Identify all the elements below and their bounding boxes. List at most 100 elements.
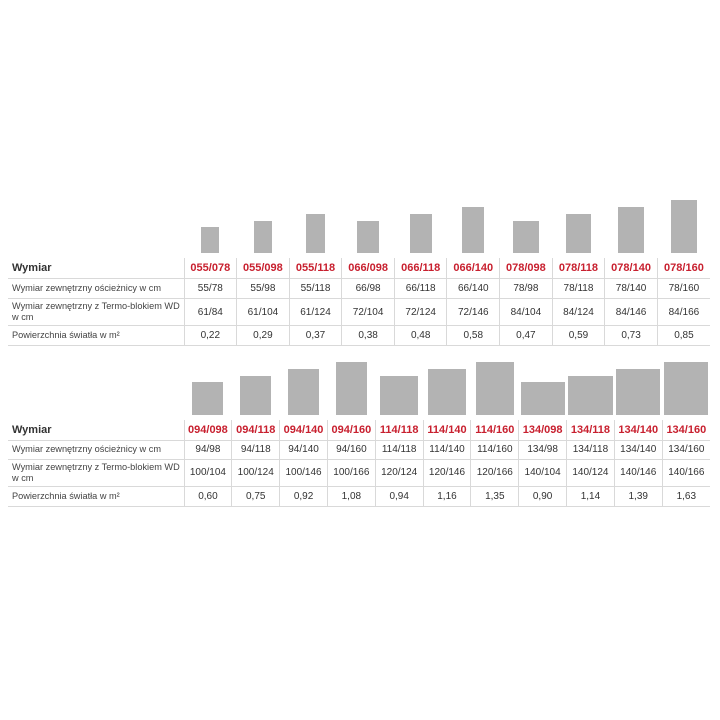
outer-value: 134/118	[566, 440, 615, 460]
size-code: 078/140	[604, 258, 658, 279]
row-label-thermo: Wymiar zewnętrzny z Termo-blokiem WD w c…	[8, 459, 185, 487]
window-shape-cell	[375, 362, 423, 420]
window-shape	[409, 214, 432, 253]
thermo-value: 140/104	[518, 459, 567, 487]
thermo-value: 100/166	[326, 459, 376, 487]
window-shape-cell	[289, 200, 342, 258]
size-code: 114/140	[422, 419, 471, 441]
thermo-value: 72/124	[393, 298, 447, 326]
thermo-value: 72/146	[446, 298, 500, 326]
table-title: Wymiar	[8, 419, 185, 441]
outer-value: 55/98	[236, 278, 290, 299]
thermo-value: 61/124	[288, 298, 342, 326]
window-shape-cell	[237, 200, 290, 258]
window-shape	[335, 362, 367, 415]
size-code: 134/140	[613, 419, 663, 441]
size-code: 078/160	[656, 258, 710, 279]
size-code: 094/098	[183, 419, 232, 441]
outer-value: 114/118	[374, 440, 424, 460]
area-value: 0,90	[518, 486, 567, 507]
area-value: 0,60	[183, 486, 232, 507]
outer-value: 66/140	[446, 278, 500, 299]
outer-value: 78/118	[551, 278, 605, 299]
window-shape-cell	[567, 362, 615, 420]
thermo-value: 100/124	[231, 459, 280, 487]
shape-spacer	[8, 200, 184, 258]
outer-value: 134/140	[613, 440, 663, 460]
outer-value: 114/140	[422, 440, 471, 460]
window-shape-cell	[500, 200, 553, 258]
area-value: 1,16	[422, 486, 471, 507]
window-shape	[513, 220, 539, 253]
thermo-value: 84/146	[604, 298, 658, 326]
size-code: 078/098	[499, 258, 553, 279]
window-size-table-2: Wymiar 094/098 094/118 094/140 094/160 114/1…	[8, 362, 710, 507]
window-shape	[253, 220, 272, 253]
thermo-value: 72/104	[341, 298, 395, 326]
table-title: Wymiar	[8, 258, 185, 279]
size-code: 114/160	[470, 419, 519, 441]
area-value: 1,63	[661, 486, 710, 507]
window-shape-cell	[447, 200, 500, 258]
window-shape	[616, 368, 661, 415]
thermo-value: 120/124	[374, 459, 424, 487]
window-shape	[428, 368, 466, 415]
area-value: 0,22	[183, 325, 237, 346]
area-value: 1,39	[613, 486, 663, 507]
window-shape	[192, 382, 224, 415]
thermo-value: 140/146	[613, 459, 663, 487]
window-shape-cell	[471, 362, 519, 420]
thermo-value: 84/104	[499, 298, 553, 326]
thermo-value: 84/166	[656, 298, 710, 326]
thermo-value: 61/84	[183, 298, 237, 326]
area-value: 0,59	[551, 325, 605, 346]
shape-spacer	[8, 362, 184, 420]
window-shape	[240, 375, 272, 415]
size-code: 134/118	[566, 419, 615, 441]
area-row: Powierzchnia światła w m² 0,60 0,75 0,92 1,…	[8, 486, 710, 507]
window-shape-cell	[394, 200, 447, 258]
outer-value: 55/118	[288, 278, 342, 299]
window-shape-cell	[184, 362, 232, 420]
outer-value: 66/98	[341, 278, 395, 299]
outer-value: 94/118	[231, 440, 280, 460]
size-code: 066/140	[446, 258, 500, 279]
header-row: Wymiar 094/098 094/118 094/140 094/160 114/1…	[8, 419, 710, 441]
row-label-outer: Wymiar zewnętrzny ościeżnicy w cm	[8, 278, 185, 299]
outer-value: 94/98	[183, 440, 232, 460]
size-code: 114/118	[374, 419, 424, 441]
window-shape-cell	[662, 362, 710, 420]
outer-value: 78/160	[656, 278, 710, 299]
outer-size-row: Wymiar zewnętrzny ościeżnicy w cm 55/78 5…	[8, 278, 710, 299]
area-value: 0,85	[656, 325, 710, 346]
size-code: 134/098	[518, 419, 567, 441]
window-shape-cell	[423, 362, 471, 420]
window-shape-cell	[605, 200, 658, 258]
area-value: 0,38	[341, 325, 395, 346]
window-shapes-row	[8, 200, 710, 258]
window-size-table-1: Wymiar 055/078 055/098 055/118 066/098 066/1…	[8, 200, 710, 346]
window-shape	[618, 206, 644, 253]
window-shape	[306, 214, 325, 253]
window-shape-cell	[342, 200, 395, 258]
area-value: 0,29	[236, 325, 290, 346]
thermo-value: 120/166	[470, 459, 519, 487]
area-row: Powierzchnia światła w m² 0,22 0,29 0,37 0,…	[8, 325, 710, 346]
window-shape-cell	[552, 200, 605, 258]
area-value: 1,35	[470, 486, 519, 507]
window-shape	[380, 375, 418, 415]
row-label-area: Powierzchnia światła w m²	[8, 325, 185, 346]
size-code: 094/118	[231, 419, 280, 441]
size-code: 094/160	[326, 419, 376, 441]
outer-value: 94/140	[279, 440, 328, 460]
header-row: Wymiar 055/078 055/098 055/118 066/098 066/1…	[8, 258, 710, 279]
outer-value: 78/140	[604, 278, 658, 299]
thermo-size-row: Wymiar zewnętrzny z Termo-blokiem WD w c…	[8, 459, 710, 487]
window-shape	[568, 375, 613, 415]
area-value: 0,37	[288, 325, 342, 346]
size-code: 078/118	[551, 258, 605, 279]
window-shape	[670, 200, 697, 253]
window-shape-cell	[657, 200, 710, 258]
area-value: 1,14	[566, 486, 615, 507]
area-value: 0,47	[499, 325, 553, 346]
